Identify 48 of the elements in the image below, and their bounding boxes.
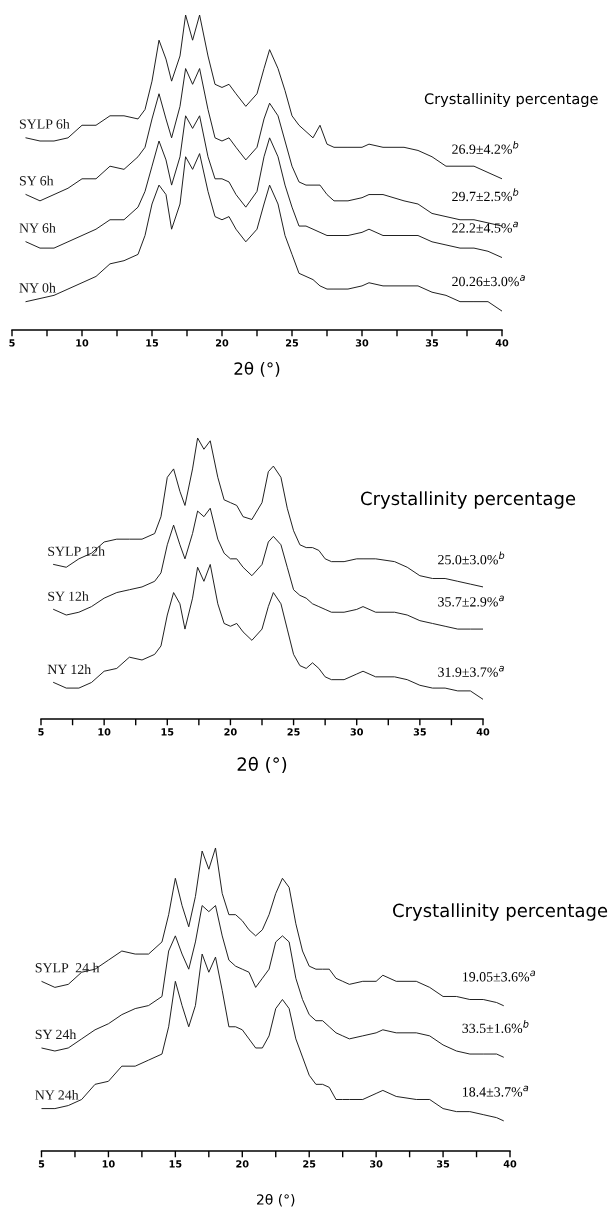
- x-tick-label: 5: [38, 728, 44, 736]
- annotation: 29.7±2.5%$^{b}$: [452, 188, 519, 202]
- x-tick-label: 25: [287, 728, 300, 736]
- annotation: Crystallinity percentage: [361, 491, 576, 509]
- x-tick-label: 10: [102, 1160, 115, 1168]
- x-tick-label: 25: [286, 339, 299, 347]
- x-tick-label: 35: [413, 728, 426, 736]
- x-tick-label: 30: [355, 339, 369, 347]
- x-tick-label: 10: [98, 728, 111, 736]
- annotation: 26.9±4.2%$^{b}$: [452, 141, 519, 154]
- x-tick-label: 40: [503, 1160, 517, 1168]
- annotation: 25.0±3.0%$^{b}$: [438, 551, 505, 565]
- series-label: SY 12h: [48, 591, 89, 601]
- x-tick-label: 30: [370, 1160, 383, 1168]
- annotation: 33.5±1.6%$^{b}$: [462, 1020, 529, 1034]
- annotation: Crystallinity percentage: [424, 92, 598, 108]
- annotation: 35.7±2.9%$^{a}$: [438, 595, 504, 607]
- annotation: 31.9±3.7%$^{a}$: [438, 665, 504, 677]
- series-label: NY 12h: [47, 664, 91, 674]
- x-axis-title: 2θ (°): [237, 756, 287, 774]
- series-label: NY 0h: [19, 282, 56, 293]
- x-tick-label: 5: [9, 339, 15, 347]
- annotation: 22.2±4.5%$^{a}$: [452, 221, 518, 233]
- annotation: Crystallinity percentage: [393, 903, 608, 921]
- x-tick-label: 5: [38, 1160, 45, 1168]
- x-tick-label: 15: [146, 339, 159, 347]
- annotation: 18.4±3.7%$^{a}$: [463, 1085, 529, 1097]
- x-tick-label: 30: [350, 728, 364, 736]
- x-tick-label: 20: [224, 728, 237, 736]
- annotation: 20.26±3.0%$^{a}$: [452, 275, 525, 287]
- x-axis-title: 2θ (°): [257, 1193, 295, 1207]
- x-tick-label: 40: [495, 339, 509, 347]
- series-label: NY 24h: [35, 1089, 79, 1100]
- series-label: NY 6h: [19, 222, 56, 233]
- x-tick-label: 15: [169, 1160, 182, 1168]
- annotation: 19.05±3.6%$^{a}$: [463, 970, 536, 982]
- x-axis-title: 2θ (°): [234, 361, 280, 377]
- x-tick-label: 15: [161, 728, 174, 736]
- x-tick-label: 20: [236, 1160, 249, 1168]
- x-tick-label: 10: [76, 339, 89, 347]
- series-label: SY 24h: [35, 1029, 77, 1040]
- series-label: SY 6h: [19, 175, 54, 186]
- x-tick-label: 20: [216, 339, 229, 347]
- x-tick-label: 35: [436, 1160, 450, 1168]
- x-tick-label: 35: [425, 339, 439, 347]
- x-tick-label: 40: [476, 728, 490, 736]
- x-tick-label: 25: [303, 1160, 316, 1168]
- series-label: SYLP 6h: [19, 118, 70, 129]
